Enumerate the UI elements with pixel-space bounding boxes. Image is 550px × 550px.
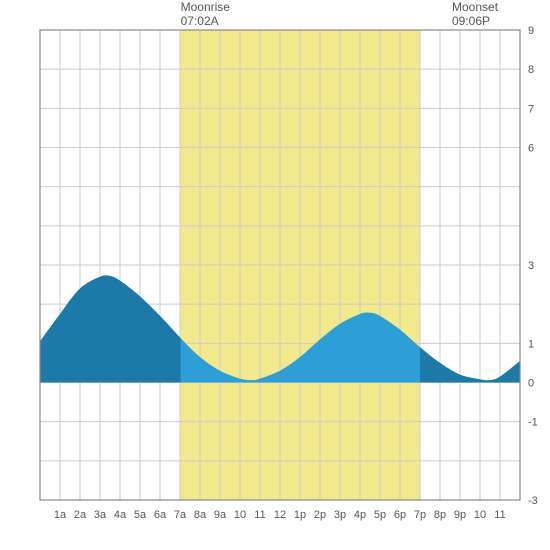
svg-text:5p: 5p — [374, 509, 386, 521]
svg-text:11: 11 — [494, 509, 505, 521]
svg-text:1p: 1p — [294, 509, 306, 521]
svg-text:8a: 8a — [194, 509, 207, 521]
svg-text:3: 3 — [528, 260, 534, 272]
svg-text:9p: 9p — [454, 509, 466, 521]
svg-text:6p: 6p — [394, 509, 406, 521]
svg-text:3a: 3a — [94, 509, 107, 521]
svg-text:-3: -3 — [528, 495, 538, 507]
svg-text:1a: 1a — [54, 509, 67, 521]
svg-text:11: 11 — [254, 509, 265, 521]
svg-text:4p: 4p — [354, 509, 366, 521]
moonrise-annotation: Moonrise 07:02A — [181, 0, 230, 29]
svg-text:3p: 3p — [334, 509, 346, 521]
svg-text:10: 10 — [474, 509, 486, 521]
svg-text:-1: -1 — [528, 417, 538, 429]
chart-svg: -3 -1 0 1 3 6 7 8 9 1a 2a 3a 4a 5a 6a 7a 8a 9a 10 11 12 1p 2p 3… — [0, 0, 550, 550]
moonrise-title: Moonrise — [181, 0, 230, 14]
svg-text:8: 8 — [528, 64, 534, 76]
svg-text:5a: 5a — [134, 509, 147, 521]
svg-text:1: 1 — [528, 338, 534, 350]
svg-text:6a: 6a — [154, 509, 167, 521]
moonset-annotation: Moonset 09:06P — [452, 0, 498, 29]
svg-text:7: 7 — [528, 103, 534, 115]
svg-text:8p: 8p — [434, 509, 446, 521]
svg-text:2a: 2a — [74, 509, 87, 521]
svg-text:12: 12 — [274, 509, 286, 521]
svg-text:7a: 7a — [174, 509, 187, 521]
svg-text:9: 9 — [528, 25, 534, 37]
svg-text:6: 6 — [528, 143, 534, 155]
svg-text:7p: 7p — [414, 509, 426, 521]
svg-text:4a: 4a — [114, 509, 127, 521]
moonset-time: 09:06P — [452, 14, 498, 28]
svg-text:0: 0 — [528, 378, 534, 390]
svg-text:2p: 2p — [314, 509, 326, 521]
tide-chart: Moonrise 07:02A Moonset 09:06P -3 -1 0 1 3 6 7… — [0, 0, 550, 550]
svg-text:9a: 9a — [214, 509, 227, 521]
svg-text:10: 10 — [234, 509, 246, 521]
moonset-title: Moonset — [452, 0, 498, 14]
moonrise-time: 07:02A — [181, 14, 230, 28]
